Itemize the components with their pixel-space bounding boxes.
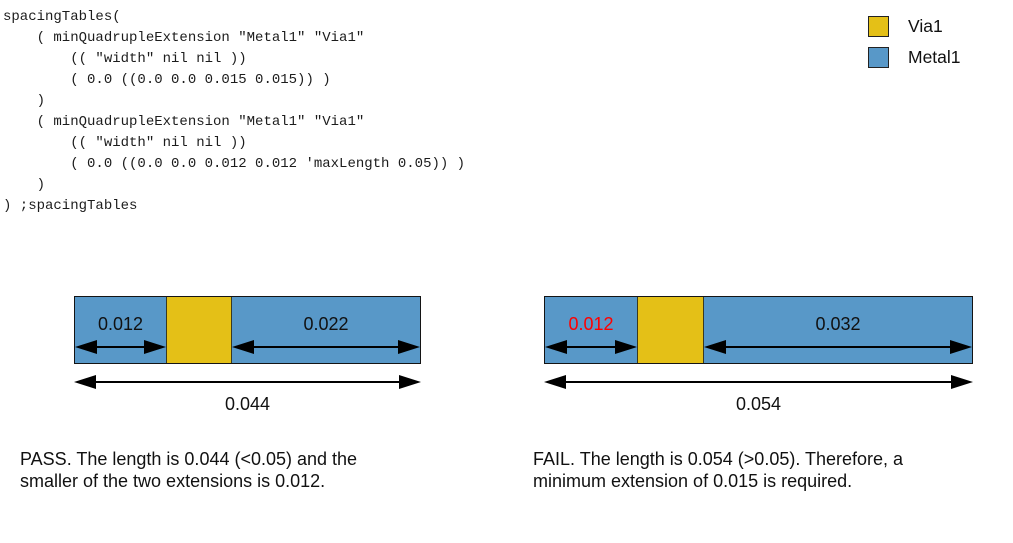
pass-right-extension-arrow bbox=[232, 340, 420, 354]
code-line: (( "width" nil nil )) bbox=[3, 51, 247, 67]
arrow-head-right bbox=[951, 375, 973, 389]
code-block: spacingTables( ( minQuadrupleExtension "… bbox=[3, 7, 465, 217]
fail-caption: FAIL. The length is 0.054 (>0.05). There… bbox=[533, 448, 903, 492]
code-line: ) ;spacingTables bbox=[3, 198, 138, 214]
pass-total-length-arrow bbox=[74, 375, 421, 389]
fail-left-extension-label: 0.012 bbox=[568, 314, 614, 334]
pass-left-extension-label: 0.012 bbox=[97, 314, 144, 334]
pass-caption-line1: PASS. The length is 0.044 (<0.05) and th… bbox=[20, 449, 358, 469]
fail-total-length-arrow bbox=[544, 375, 973, 389]
arrow-head-right bbox=[144, 340, 166, 354]
pass-caption: PASS. The length is 0.044 (<0.05) and th… bbox=[20, 448, 357, 492]
fail-left-extension-arrow bbox=[545, 340, 637, 354]
fail-metal1-bar: 0.012 0.032 bbox=[544, 296, 973, 364]
arrow-head-right bbox=[399, 375, 421, 389]
code-line: ( 0.0 ((0.0 0.0 0.015 0.015)) ) bbox=[3, 72, 331, 88]
arrow-shaft bbox=[235, 346, 417, 348]
code-line: ) bbox=[3, 93, 46, 109]
pass-via1-region bbox=[166, 297, 232, 363]
pass-metal1-bar: 0.012 0.022 bbox=[74, 296, 421, 364]
pass-right-extension-label: 0.022 bbox=[303, 314, 349, 334]
metal1-color-swatch bbox=[868, 47, 889, 68]
arrow-head-left bbox=[232, 340, 254, 354]
legend: Via1 Metal1 bbox=[868, 16, 961, 68]
arrow-head-right bbox=[950, 340, 972, 354]
arrow-shaft bbox=[707, 346, 969, 348]
legend-item-via1: Via1 bbox=[868, 16, 961, 37]
arrow-head-left bbox=[75, 340, 97, 354]
fail-caption-line2: minimum extension of 0.015 is required. bbox=[533, 471, 853, 491]
pass-caption-line2: smaller of the two extensions is 0.012. bbox=[20, 471, 326, 491]
arrow-head-right bbox=[398, 340, 420, 354]
legend-label-via1: Via1 bbox=[908, 16, 943, 36]
fail-via1-region bbox=[637, 297, 704, 363]
pass-left-extension-arrow bbox=[75, 340, 166, 354]
via1-color-swatch bbox=[868, 16, 889, 37]
legend-label-metal1: Metal1 bbox=[908, 47, 961, 67]
arrow-shaft bbox=[78, 346, 163, 348]
arrow-head-left bbox=[545, 340, 567, 354]
pass-total-length-label: 0.044 bbox=[224, 394, 271, 414]
code-line: (( "width" nil nil )) bbox=[3, 135, 247, 151]
code-line: ( minQuadrupleExtension "Metal1" "Via1" bbox=[3, 30, 365, 46]
code-line: spacingTables( bbox=[3, 9, 121, 25]
fail-caption-line1: FAIL. The length is 0.054 (>0.05). There… bbox=[533, 449, 904, 469]
code-line: ( minQuadrupleExtension "Metal1" "Via1" bbox=[3, 114, 365, 130]
fail-total-length-label: 0.054 bbox=[735, 394, 782, 414]
arrow-head-left bbox=[704, 340, 726, 354]
code-line: ) bbox=[3, 177, 46, 193]
fail-right-extension-arrow bbox=[704, 340, 972, 354]
legend-item-metal1: Metal1 bbox=[868, 47, 961, 68]
arrow-head-left bbox=[74, 375, 96, 389]
fail-right-extension-label: 0.032 bbox=[815, 314, 861, 334]
arrow-head-right bbox=[615, 340, 637, 354]
arrow-shaft bbox=[548, 346, 634, 348]
arrow-shaft bbox=[547, 381, 970, 383]
code-line: ( 0.0 ((0.0 0.0 0.012 0.012 'maxLength 0… bbox=[3, 156, 466, 172]
arrow-head-left bbox=[544, 375, 566, 389]
arrow-shaft bbox=[77, 381, 418, 383]
